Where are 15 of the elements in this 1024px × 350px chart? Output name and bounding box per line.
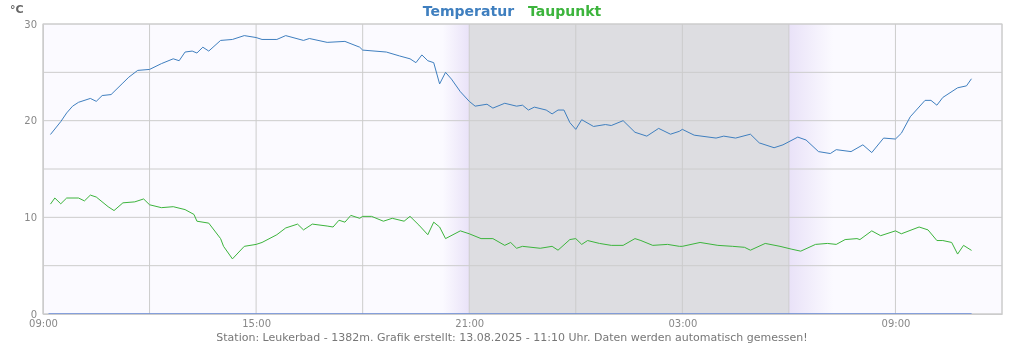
y-tick-label: 20 [24,115,37,127]
x-tick-label: 03:00 [668,318,698,330]
x-tick-label: 15:00 [242,318,272,330]
y-tick-label: 30 [24,18,37,30]
y-tick-label: 0 [30,308,37,320]
x-tick-label: 21:00 [455,318,485,330]
y-tick-label: 10 [24,212,37,224]
text: Temperatur [422,3,515,19]
text: Station: Leukerbad - 1382m. Grafik erstellt: 13.08.2025 - 11:10 Uhr. Daten werden automatisch gemessen! [216,331,808,344]
x-tick-label: 09:00 [881,318,911,330]
line-series [50,35,972,155]
text: Taupunkt [528,3,602,19]
x-tick-label: 09:00 [29,318,58,330]
y-axis-title: °C [10,3,24,16]
line-series [50,194,972,260]
